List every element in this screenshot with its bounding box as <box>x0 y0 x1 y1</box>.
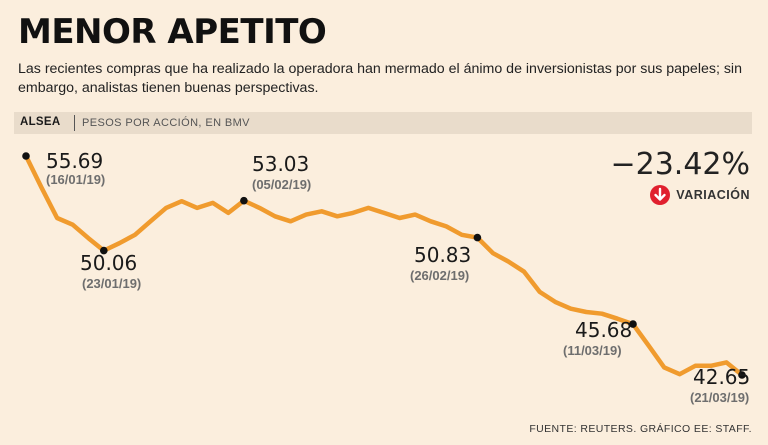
point-date-label: (23/01/19) <box>82 276 141 291</box>
data-point-marker <box>22 152 30 160</box>
chart-subtitle: Las recientes compras que ha realizado l… <box>18 61 742 96</box>
point-value-label: 55.69 <box>46 149 103 173</box>
point-date-label: (21/03/19) <box>690 390 749 405</box>
point-date-label: (11/03/19) <box>563 343 622 358</box>
data-point-marker <box>240 196 248 205</box>
down-arrow-icon <box>650 185 671 205</box>
data-point-marker <box>629 320 637 328</box>
variation-box: −23.42% VARIACIÓN <box>610 148 750 205</box>
point-date-label: (05/02/19) <box>252 177 311 192</box>
series-line-alsea <box>23 153 745 378</box>
chart-title: MENOR APETITO <box>18 12 327 52</box>
info-bar-divider <box>74 115 75 131</box>
data-point-marker <box>738 371 746 379</box>
point-value-label: 45.68 <box>575 318 632 342</box>
unit-label: PESOS POR ACCIÓN, EN BMV <box>82 117 250 129</box>
point-value-label: 53.03 <box>252 152 309 176</box>
point-date-label: (16/01/19) <box>46 172 105 187</box>
point-value-label: 50.83 <box>414 243 471 267</box>
source-note: FUENTE: REUTERS. GRÁFICO EE: STAFF. <box>529 423 752 435</box>
point-date-label: (26/02/19) <box>410 268 469 283</box>
data-point-marker <box>473 233 482 242</box>
variation-value: −23.42% <box>610 147 750 182</box>
variation-label: VARIACIÓN <box>676 188 750 202</box>
data-point-marker <box>100 246 108 255</box>
point-value-label: 42.65 <box>693 365 750 389</box>
info-bar: ALSEA PESOS POR ACCIÓN, EN BMV <box>14 112 752 134</box>
point-value-label: 50.06 <box>80 251 137 275</box>
ticker-label: ALSEA <box>20 116 61 128</box>
